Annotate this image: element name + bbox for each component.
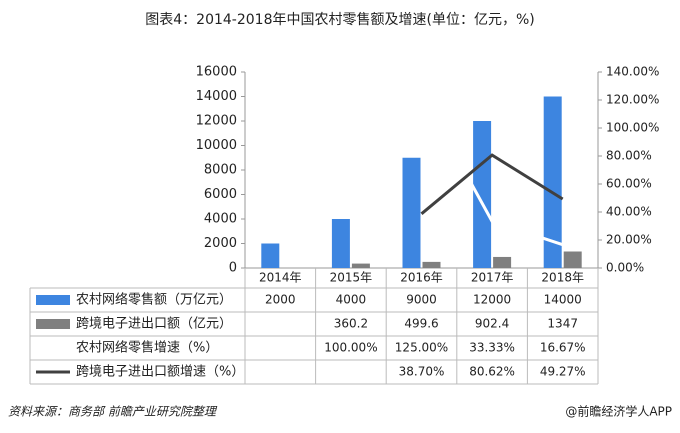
table-value: 12000 bbox=[473, 293, 511, 307]
y-tick-label: 16000 bbox=[196, 65, 237, 80]
table-value: 360.2 bbox=[334, 317, 368, 331]
x-tick-label: 2015年 bbox=[330, 271, 373, 285]
bar bbox=[473, 121, 492, 268]
y-tick-label: 10000 bbox=[196, 138, 237, 153]
y2-tick-label: 40.00% bbox=[606, 205, 652, 219]
bar bbox=[493, 256, 512, 268]
table-value: 499.6 bbox=[404, 317, 438, 331]
source: 资料来源：商务部 前瞻产业研究院整理 bbox=[8, 405, 218, 419]
legend-label: 农村网络零售额（万亿元） bbox=[76, 292, 232, 308]
table-value: 49.27% bbox=[540, 365, 586, 379]
legend-swatch bbox=[36, 319, 70, 329]
table-value: 14000 bbox=[544, 293, 582, 307]
table-value: 100.00% bbox=[324, 341, 377, 355]
bar bbox=[422, 261, 441, 268]
table-value: 33.33% bbox=[469, 341, 515, 355]
y-tick-label: 14000 bbox=[196, 89, 237, 104]
table-value: 2000 bbox=[265, 293, 296, 307]
table-value: 38.70% bbox=[399, 365, 445, 379]
table-value: 4000 bbox=[336, 293, 367, 307]
table-value: 902.4 bbox=[475, 317, 509, 331]
y2-tick-label: 120.00% bbox=[606, 93, 659, 107]
y-tick-label: 8000 bbox=[204, 163, 237, 178]
legend-label: 农村网络零售增速（%） bbox=[76, 340, 218, 356]
bar bbox=[402, 157, 421, 268]
line bbox=[420, 153, 564, 215]
x-tick-label: 2018年 bbox=[541, 271, 584, 285]
x-tick-label: 2016年 bbox=[400, 271, 443, 285]
table-value: 16.67% bbox=[540, 341, 586, 355]
bar bbox=[563, 251, 582, 268]
legend-label: 跨境电子进出口额增速（%） bbox=[76, 365, 244, 380]
table-value: 9000 bbox=[406, 293, 437, 307]
table-value: 1347 bbox=[547, 317, 578, 331]
y2-tick-label: 20.00% bbox=[606, 233, 652, 247]
bar bbox=[543, 96, 562, 268]
table-value: 125.00% bbox=[395, 341, 448, 355]
legend-label: 跨境电子进出口额（亿元） bbox=[76, 317, 232, 332]
line bbox=[350, 91, 564, 247]
y2-tick-label: 60.00% bbox=[606, 177, 652, 191]
y-tick-label: 6000 bbox=[204, 187, 237, 202]
bar bbox=[261, 243, 280, 268]
x-tick-label: 2017年 bbox=[471, 271, 514, 285]
y-tick-label: 2000 bbox=[204, 236, 237, 251]
bar bbox=[351, 263, 370, 268]
y-tick-label: 0 bbox=[229, 261, 237, 276]
y2-tick-label: 140.00% bbox=[606, 65, 659, 79]
y-tick-label: 12000 bbox=[196, 114, 237, 129]
chart-title: 图表4：2014-2018年中国农村零售额及增速(单位：亿元，%) bbox=[145, 12, 534, 28]
y2-tick-label: 0.00% bbox=[606, 261, 644, 275]
credit: @前瞻经济学人APP bbox=[565, 404, 672, 419]
table-value: 80.62% bbox=[469, 365, 515, 379]
y2-tick-label: 80.00% bbox=[606, 149, 652, 163]
x-tick-label: 2014年 bbox=[259, 271, 302, 285]
y-tick-label: 4000 bbox=[204, 212, 237, 227]
bar bbox=[331, 219, 350, 268]
legend-swatch bbox=[36, 295, 70, 305]
y2-tick-label: 100.00% bbox=[606, 121, 659, 135]
